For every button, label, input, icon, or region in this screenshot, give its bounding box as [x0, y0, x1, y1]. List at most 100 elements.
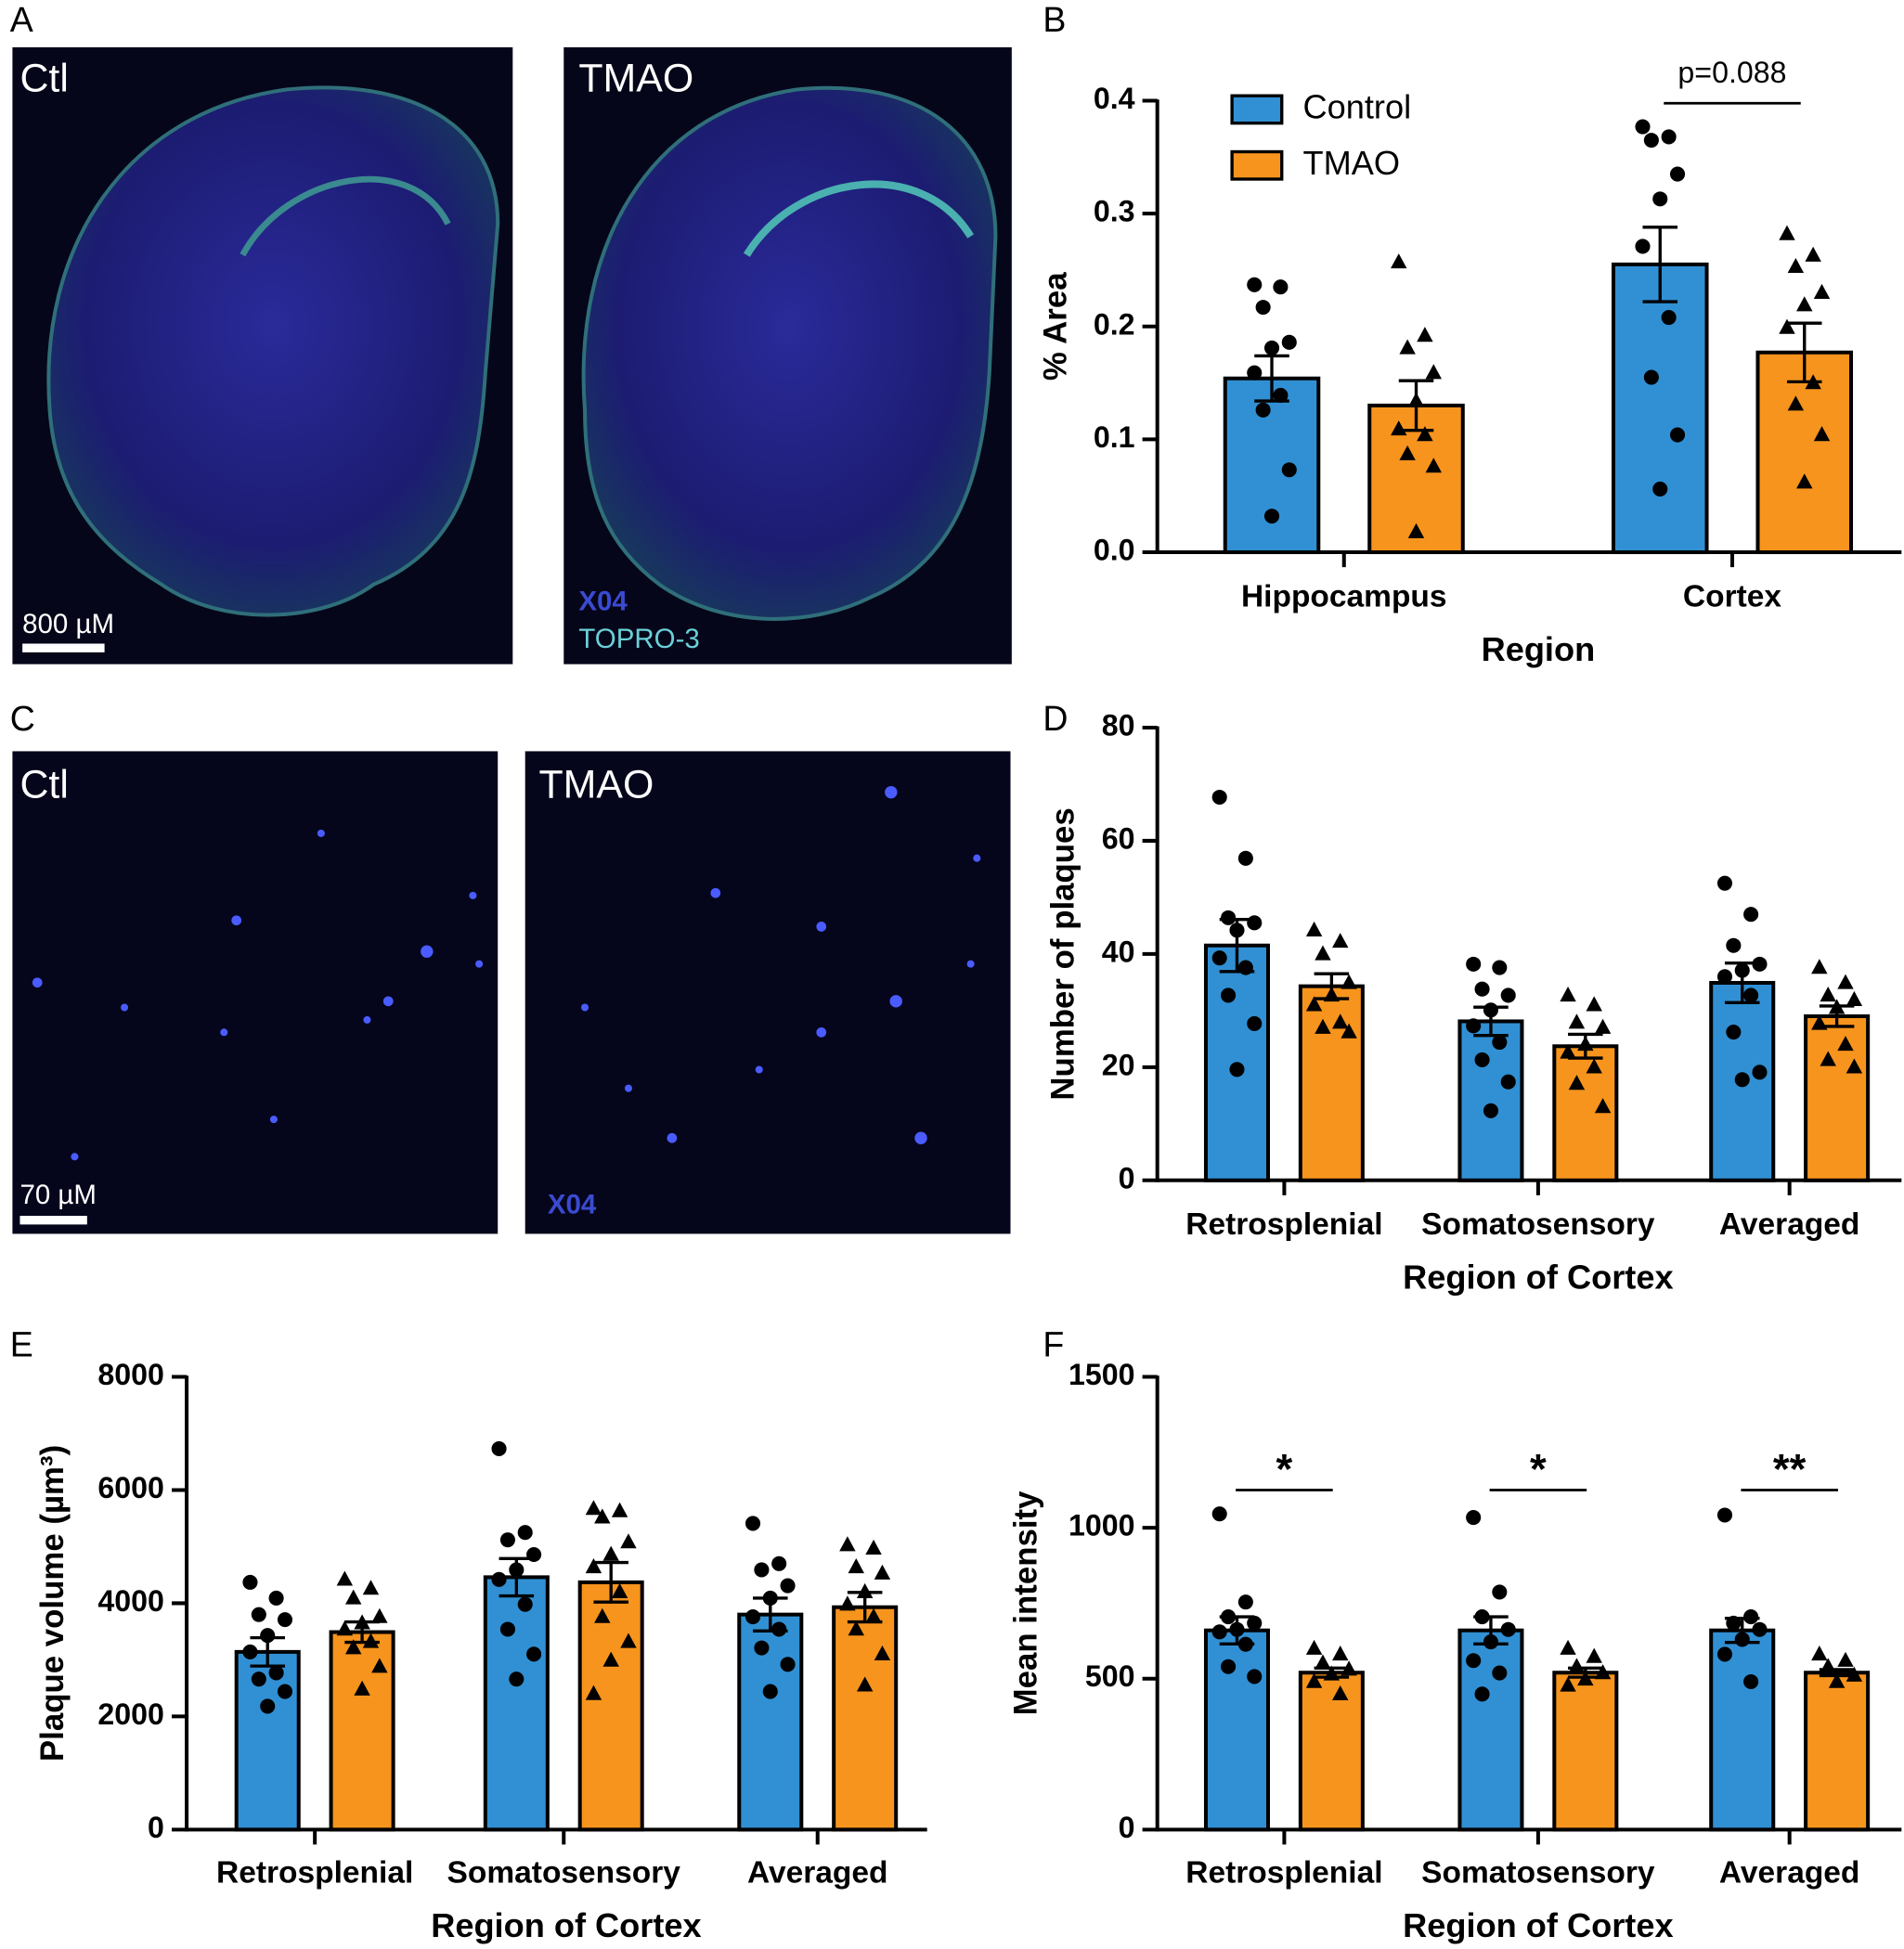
y-tick-label: 4000	[97, 1584, 164, 1618]
data-point	[1474, 1686, 1490, 1702]
chart: 0.0 0.1 0.2 0.3 0.4 % Area Region Hippocampus Co…	[1038, 56, 1902, 668]
data-point	[585, 1684, 602, 1700]
image-label: TMAO	[538, 763, 654, 807]
data-point	[1474, 1052, 1490, 1067]
data-point	[856, 1676, 874, 1692]
data-point	[1811, 1646, 1828, 1661]
data-point	[856, 1582, 874, 1598]
data-point	[780, 1657, 796, 1672]
annotation: **	[1773, 1446, 1807, 1493]
image-label: Ctl	[19, 763, 68, 807]
data-point	[1743, 1673, 1759, 1690]
data-point	[1255, 402, 1271, 418]
bar	[1298, 984, 1365, 1182]
data-point	[1716, 969, 1733, 985]
y-tick-label: 0.0	[1094, 534, 1135, 567]
data-point	[517, 1596, 533, 1612]
data-point	[260, 1698, 276, 1714]
data-point	[1779, 318, 1795, 334]
data-point	[874, 1645, 891, 1661]
data-point	[865, 1539, 882, 1555]
data-point	[1734, 962, 1750, 978]
data-point	[1211, 950, 1227, 966]
x-tick-label: Hippocampus	[1241, 579, 1447, 613]
data-point	[1820, 1658, 1836, 1673]
data-point	[1474, 981, 1490, 997]
data-point	[242, 1574, 258, 1590]
data-point	[1229, 1621, 1245, 1637]
annotation: p=0.088	[1677, 56, 1786, 89]
bar	[737, 1612, 804, 1832]
data-point	[1743, 907, 1759, 923]
data-point	[1273, 279, 1289, 295]
data-point	[1305, 1639, 1323, 1655]
data-point	[620, 1533, 637, 1549]
panel-letter: B	[1043, 0, 1066, 39]
data-point	[251, 1671, 266, 1687]
data-point	[1315, 1654, 1331, 1670]
data-point	[754, 1640, 770, 1656]
data-point	[1752, 1621, 1768, 1637]
data-point	[585, 1500, 602, 1516]
data-point	[1726, 1615, 1742, 1631]
data-point	[1734, 1072, 1750, 1088]
data-point	[1716, 1646, 1733, 1662]
annotation: *	[1530, 1446, 1547, 1493]
data-point	[1805, 374, 1821, 390]
data-point	[268, 1590, 284, 1606]
data-point	[1716, 875, 1733, 891]
x-axis-label: Region of Cortex	[431, 1906, 701, 1944]
y-tick-label: 0.1	[1094, 420, 1135, 454]
data-point	[1341, 1660, 1357, 1676]
data-point	[1577, 1671, 1594, 1686]
data-point	[754, 1562, 770, 1578]
data-point	[1229, 923, 1245, 938]
x-axis-label: Region of Cortex	[1403, 1258, 1673, 1297]
y-axis-label: Mean intensity	[1007, 1491, 1043, 1716]
bar	[1709, 1628, 1776, 1832]
data-point	[602, 1651, 619, 1667]
bar	[1203, 1628, 1271, 1832]
data-point	[526, 1646, 542, 1662]
legend-label: TMAO	[1303, 144, 1401, 182]
stain-label: TOPRO-3	[578, 624, 699, 654]
data-point	[1669, 166, 1686, 182]
data-point	[1391, 253, 1407, 269]
x-tick-label: Somatosensory	[1421, 1207, 1655, 1242]
data-point	[1586, 1058, 1602, 1074]
data-point	[1474, 1609, 1490, 1625]
data-point	[499, 1621, 515, 1637]
bar	[483, 1575, 550, 1832]
data-point	[1492, 960, 1508, 975]
data-point	[611, 1582, 628, 1598]
chart: 0 500 1000 1500 Mean intensity Region of Cort…	[1007, 1358, 1902, 1944]
data-point	[1560, 1639, 1576, 1655]
x-tick-label: Cortex	[1683, 579, 1781, 613]
data-point	[1813, 426, 1831, 442]
image-label: Ctl	[19, 56, 68, 100]
data-point	[268, 1665, 284, 1681]
data-point	[260, 1628, 276, 1644]
data-point	[1247, 365, 1263, 381]
data-point	[1577, 1036, 1594, 1052]
x-axis-label: Region	[1482, 630, 1596, 668]
data-point	[1399, 445, 1416, 460]
data-point	[1586, 1647, 1602, 1663]
data-point	[336, 1620, 354, 1636]
data-point	[1568, 1658, 1586, 1673]
y-tick-label: 80	[1102, 708, 1135, 742]
data-point	[509, 1562, 525, 1578]
x-tick-label: Retrosplenial	[216, 1855, 413, 1890]
data-point	[242, 1644, 258, 1659]
data-point	[1726, 937, 1742, 953]
data-point	[1500, 987, 1516, 1003]
x-tick-label: Averaged	[747, 1855, 887, 1890]
x-tick-label: Averaged	[1719, 1207, 1859, 1242]
data-point	[848, 1558, 864, 1574]
data-point	[1407, 523, 1425, 538]
data-point	[1399, 339, 1416, 355]
data-point	[771, 1621, 787, 1637]
data-point	[1811, 1014, 1828, 1030]
panel-letter: C	[10, 699, 35, 738]
data-point	[344, 1589, 362, 1605]
